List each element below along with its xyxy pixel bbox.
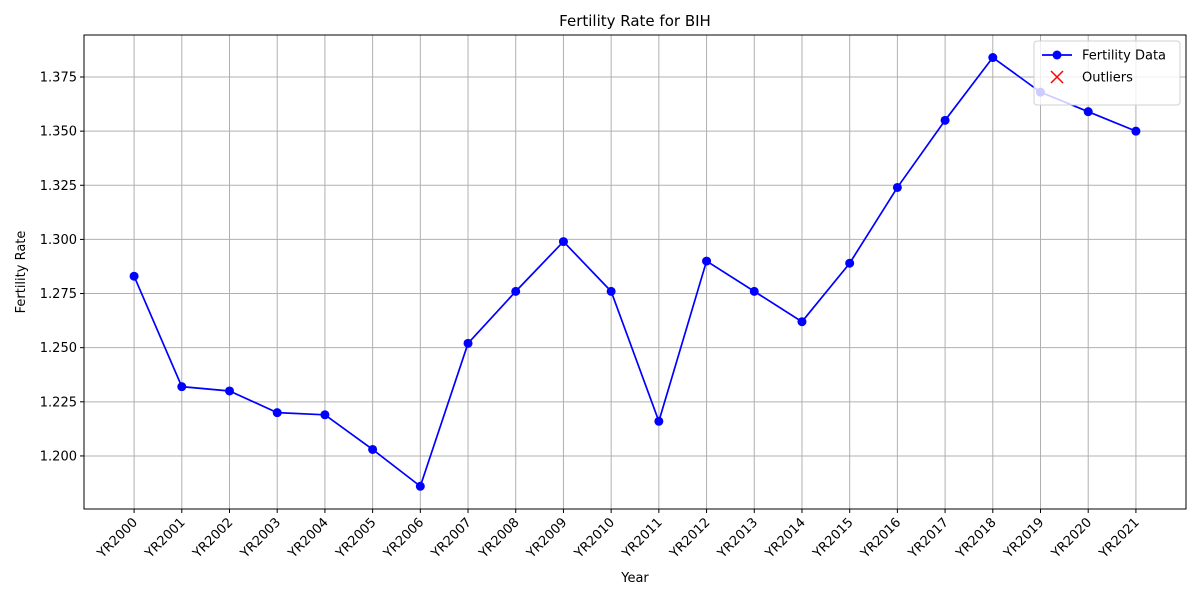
x-tick-label: YR2017 [905,515,952,562]
marker [1131,126,1141,136]
x-tick-label: YR2020 [1048,515,1095,562]
marker [320,410,330,420]
legend-label: Outliers [1082,71,1133,86]
x-tick-label: YR2019 [1001,515,1048,562]
marker [940,115,950,125]
marker [988,53,998,63]
y-axis-label: Fertility Rate [14,231,29,314]
data-line [133,56,1137,488]
marker [654,416,664,426]
x-tick-label: YR2018 [953,515,1000,562]
marker [845,258,855,268]
x-tick-label: YR2001 [142,515,189,562]
x-tick-label: YR2015 [810,515,857,562]
x-tick-label: YR2002 [190,515,237,562]
marker [749,286,759,296]
marker [415,481,425,491]
marker [797,317,807,327]
marker [558,237,568,247]
marker [511,286,521,296]
x-tick-label: YR2006 [380,515,427,562]
marker [463,338,473,348]
marker [129,271,139,281]
legend-label: Fertility Data [1082,49,1166,64]
y-tick-label: 1.225 [40,395,77,410]
x-tick-label: YR2003 [237,515,284,562]
marker [1052,50,1062,60]
x-axis-label: Year [620,571,649,586]
y-tick-label: 1.300 [40,233,77,248]
x-tick-label: YR2009 [524,515,571,562]
x-tick-label: YR2005 [333,515,380,562]
x-tick-label: YR2007 [428,515,475,562]
marker [368,444,378,454]
marker [1050,70,1064,84]
y-tick-label: 1.325 [40,179,77,194]
x-tick-label: YR2004 [285,515,332,562]
marker [177,382,187,392]
legend-box [1033,40,1181,106]
marker [272,408,282,418]
y-tick-label: 1.200 [40,449,77,464]
marker [702,256,712,266]
x-tick-label: YR2016 [857,515,904,562]
x-tick-label: YR2010 [571,515,618,562]
x-tick-label: YR2011 [619,515,666,562]
marker [1083,107,1093,117]
x-tick-label: YR2021 [1096,515,1143,562]
x-tick-label: YR2008 [476,515,523,562]
y-tick-label: 1.275 [40,287,77,302]
x-tick-label: YR2012 [667,515,714,562]
marker [606,286,616,296]
y-tick-label: 1.250 [40,341,77,356]
x-tick-label: YR2014 [762,515,809,562]
marker [892,182,902,192]
plot-frame [83,34,1187,510]
x-tick-label: YR2013 [714,515,761,562]
y-tick-label: 1.350 [40,125,77,140]
x-tick-label: YR2000 [94,515,141,562]
chart-title: Fertility Rate for BIH [559,12,711,30]
y-tick-label: 1.375 [40,71,77,86]
marker [225,386,235,396]
